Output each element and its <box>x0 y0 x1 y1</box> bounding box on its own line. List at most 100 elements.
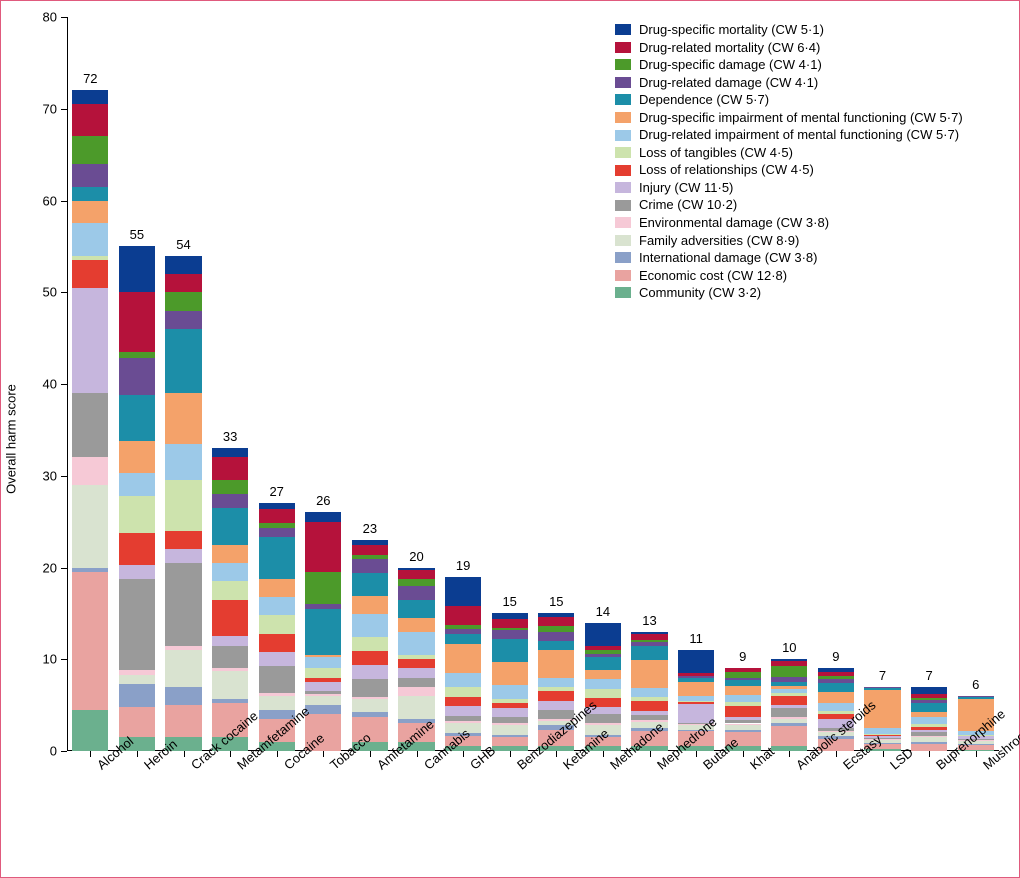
legend-item: Dependence (CW 5·7) <box>615 91 995 109</box>
bar-segment <box>771 726 807 746</box>
legend-item: Environmental damage (CW 3·8) <box>615 214 995 232</box>
y-tick-label: 80 <box>43 10 67 25</box>
bar-segment <box>398 568 434 571</box>
bar-segment <box>352 699 388 713</box>
bar-segment <box>445 697 481 707</box>
bar-segment <box>911 744 947 751</box>
bar-segment <box>725 724 761 725</box>
bar-segment <box>352 596 388 614</box>
bar-segment <box>538 691 574 700</box>
bar-segment <box>911 703 947 712</box>
bar-segment <box>631 640 667 642</box>
bar-segment <box>818 679 854 684</box>
legend-swatch <box>615 24 631 35</box>
bar-segment <box>352 712 388 717</box>
bar-segment <box>259 579 295 597</box>
bar-segment <box>911 687 947 694</box>
legend-label: Economic cost (CW 12·8) <box>639 267 787 285</box>
legend-item: Drug-specific damage (CW 4·1) <box>615 56 995 74</box>
legend-swatch <box>615 130 631 141</box>
bar-segment <box>911 700 947 704</box>
bar-segment <box>165 646 201 651</box>
bar-segment <box>911 694 947 698</box>
bar-segment <box>631 720 667 722</box>
bar-segment <box>72 104 108 136</box>
bar-segment <box>305 682 341 691</box>
bar-segment <box>585 679 621 688</box>
x-tick <box>90 751 91 757</box>
bar-segment <box>352 614 388 637</box>
bar-total-label: 33 <box>223 429 237 444</box>
bar-segment <box>538 701 574 710</box>
bar-segment <box>72 164 108 187</box>
bar-segment <box>119 352 155 358</box>
bar-segment <box>398 586 434 600</box>
bar-segment <box>212 668 248 671</box>
bar-segment <box>352 665 388 679</box>
bar-segment <box>445 687 481 697</box>
bar-total-label: 14 <box>596 604 610 619</box>
legend-item: Loss of relationships (CW 4·5) <box>615 161 995 179</box>
y-tick-label: 10 <box>43 652 67 667</box>
bar-segment <box>305 512 341 521</box>
bar-segment <box>398 655 434 660</box>
legend-swatch <box>615 182 631 193</box>
bar-segment <box>119 473 155 496</box>
legend-item: Drug-related damage (CW 4·1) <box>615 74 995 92</box>
bar-segment <box>72 90 108 104</box>
legend-label: Loss of relationships (CW 4·5) <box>639 161 814 179</box>
bar-segment <box>818 676 854 679</box>
bar-total-label: 6 <box>972 677 979 692</box>
bar-segment <box>678 650 714 673</box>
bar-segment <box>119 707 155 737</box>
x-tick <box>836 751 837 757</box>
bar-segment <box>72 256 108 261</box>
bar-segment <box>119 496 155 533</box>
bar-segment <box>72 201 108 224</box>
bar-segment <box>725 672 761 678</box>
bar-segment <box>72 568 108 573</box>
legend-swatch <box>615 165 631 176</box>
legend-item: Loss of tangibles (CW 4·5) <box>615 144 995 162</box>
bar-total-label: 26 <box>316 493 330 508</box>
legend-label: Dependence (CW 5·7) <box>639 91 769 109</box>
bar-segment <box>492 737 528 746</box>
bar-segment <box>771 686 807 689</box>
bar-segment <box>305 609 341 655</box>
bar-segment <box>492 723 528 725</box>
legend-swatch <box>615 217 631 228</box>
legend-label: International damage (CW 3·8) <box>639 249 817 267</box>
bar-segment <box>352 559 388 573</box>
x-tick <box>883 751 884 757</box>
legend-item: Economic cost (CW 12·8) <box>615 267 995 285</box>
bar-segment <box>119 675 155 684</box>
bar-segment <box>678 673 714 676</box>
bar-segment <box>119 670 155 675</box>
bar-total-label: 54 <box>176 237 190 252</box>
legend-label: Loss of tangibles (CW 4·5) <box>639 144 793 162</box>
bar-segment <box>445 634 481 644</box>
bar-segment <box>585 723 621 725</box>
legend-swatch <box>615 252 631 263</box>
bar-segment <box>958 697 994 699</box>
y-tick-label: 40 <box>43 377 67 392</box>
bar-segment <box>212 699 248 704</box>
chart-inner: Overall harm score 725554332726232019151… <box>7 7 1013 871</box>
bar-segment <box>585 623 621 646</box>
x-tick <box>230 751 231 757</box>
y-tick-label: 70 <box>43 101 67 116</box>
bar-total-label: 19 <box>456 558 470 573</box>
bar-segment <box>492 725 528 734</box>
bar-segment <box>165 531 201 549</box>
x-tick <box>789 751 790 757</box>
y-tick-label: 50 <box>43 285 67 300</box>
bar-segment <box>259 503 295 509</box>
bar-segment <box>631 715 667 720</box>
bar-segment <box>119 579 155 671</box>
legend-item: Drug-specific mortality (CW 5·1) <box>615 21 995 39</box>
bar-segment <box>585 670 621 679</box>
bar-segment <box>725 706 761 717</box>
bar-segment <box>212 646 248 669</box>
bar-segment <box>911 698 947 700</box>
bar-segment <box>771 705 807 708</box>
